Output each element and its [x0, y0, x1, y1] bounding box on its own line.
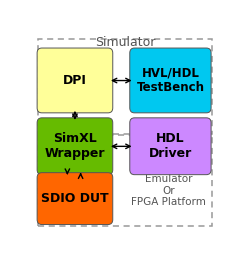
Text: SimXL
Wrapper: SimXL Wrapper — [45, 132, 105, 160]
Text: DPI: DPI — [63, 74, 87, 87]
Text: HVL/HDL
TestBench: HVL/HDL TestBench — [136, 67, 204, 95]
FancyBboxPatch shape — [130, 118, 211, 175]
FancyBboxPatch shape — [37, 118, 113, 175]
Text: HDL
Driver: HDL Driver — [149, 132, 192, 160]
Bar — [38, 135, 212, 226]
Text: Emulator
Or
FPGA Platform: Emulator Or FPGA Platform — [131, 174, 206, 207]
FancyBboxPatch shape — [130, 48, 211, 113]
Text: SDIO DUT: SDIO DUT — [41, 192, 109, 205]
Text: Simulator: Simulator — [95, 35, 155, 48]
Bar — [38, 39, 212, 134]
FancyBboxPatch shape — [37, 173, 113, 225]
FancyBboxPatch shape — [37, 48, 113, 113]
